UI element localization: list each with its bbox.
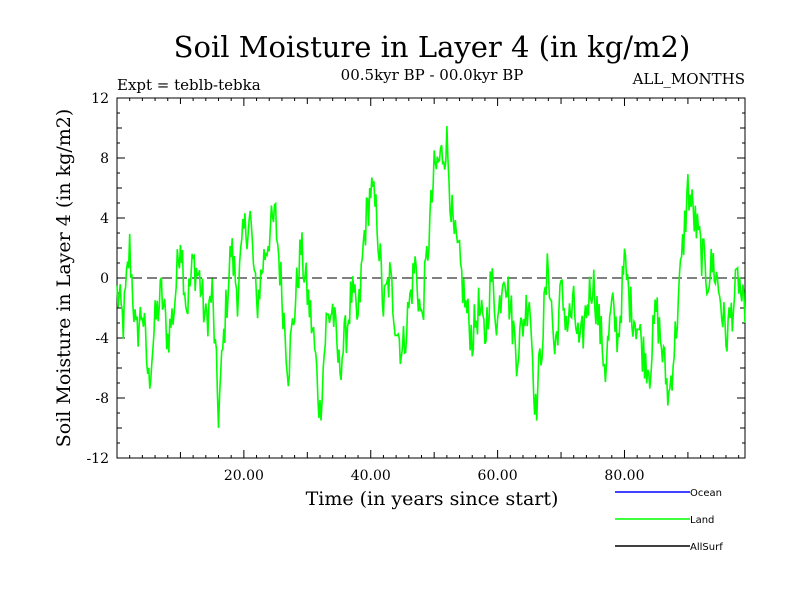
chart-title: Soil Moisture in Layer 4 (in kg/m2): [174, 30, 691, 64]
y-axis: -12 -8 -4 0 4 8 12: [86, 91, 745, 467]
y-tick-label: 4: [100, 211, 109, 227]
legend-label-allsurf: AllSurf: [690, 542, 723, 553]
months-label: ALL_MONTHS: [632, 70, 745, 88]
legend-label-land: Land: [690, 515, 714, 526]
experiment-label: Expt = teblb-tebka: [117, 76, 261, 94]
y-tick-label: 12: [91, 91, 109, 107]
x-tick-label: 40.00: [351, 468, 391, 484]
x-tick-label: 60.00: [478, 468, 518, 484]
series-layer: [116, 125, 746, 428]
x-axis: 20.00 40.00 60.00 80.00: [129, 98, 740, 484]
y-tick-label: -8: [95, 391, 109, 407]
legend: Ocean Land AllSurf: [615, 488, 723, 553]
period-label: 00.5kyr BP - 00.0kyr BP: [341, 66, 524, 84]
y-tick-label: 8: [100, 151, 109, 167]
x-tick-label: 80.00: [604, 468, 644, 484]
legend-label-ocean: Ocean: [690, 488, 722, 499]
y-tick-label: -4: [95, 331, 109, 347]
series-line-land: [116, 125, 746, 428]
y-tick-label: -12: [86, 451, 109, 467]
y-tick-label: 0: [100, 271, 109, 287]
x-axis-label: Time (in years since start): [306, 488, 559, 510]
y-axis-label: Soil Moisture in Layer 4 (in kg/m2): [53, 109, 75, 448]
x-tick-label: 20.00: [224, 468, 264, 484]
